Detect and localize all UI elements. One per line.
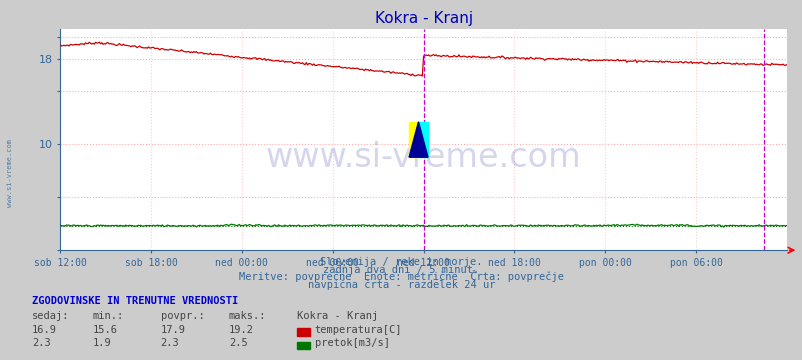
Text: 16.9: 16.9 [32, 325, 57, 335]
Text: 19.2: 19.2 [229, 325, 253, 335]
Text: pretok[m3/s]: pretok[m3/s] [314, 338, 389, 348]
Text: zadnja dva dni / 5 minut.: zadnja dva dni / 5 minut. [323, 265, 479, 275]
Text: 2.5: 2.5 [229, 338, 247, 348]
Text: www.si-vreme.com: www.si-vreme.com [7, 139, 14, 207]
Text: 1.9: 1.9 [92, 338, 111, 348]
Text: navpična črta - razdelek 24 ur: navpična črta - razdelek 24 ur [307, 280, 495, 291]
Text: temperatura[C]: temperatura[C] [314, 325, 402, 335]
Polygon shape [408, 122, 427, 157]
Text: sedaj:: sedaj: [32, 311, 70, 321]
Text: Meritve: povprečne  Enote: metrične  Črta: povprečje: Meritve: povprečne Enote: metrične Črta:… [239, 270, 563, 283]
FancyBboxPatch shape [408, 122, 418, 157]
Text: min.:: min.: [92, 311, 124, 321]
Text: Slovenija / reke in morje.: Slovenija / reke in morje. [320, 257, 482, 267]
Text: ZGODOVINSKE IN TRENUTNE VREDNOSTI: ZGODOVINSKE IN TRENUTNE VREDNOSTI [32, 296, 238, 306]
FancyBboxPatch shape [418, 122, 427, 157]
Text: Kokra - Kranj: Kokra - Kranj [297, 311, 378, 321]
Text: 2.3: 2.3 [160, 338, 179, 348]
Text: 2.3: 2.3 [32, 338, 51, 348]
Text: maks.:: maks.: [229, 311, 266, 321]
Text: 15.6: 15.6 [92, 325, 117, 335]
Text: 17.9: 17.9 [160, 325, 185, 335]
Text: povpr.:: povpr.: [160, 311, 204, 321]
Text: www.si-vreme.com: www.si-vreme.com [265, 141, 581, 174]
Title: Kokra - Kranj: Kokra - Kranj [374, 11, 472, 26]
